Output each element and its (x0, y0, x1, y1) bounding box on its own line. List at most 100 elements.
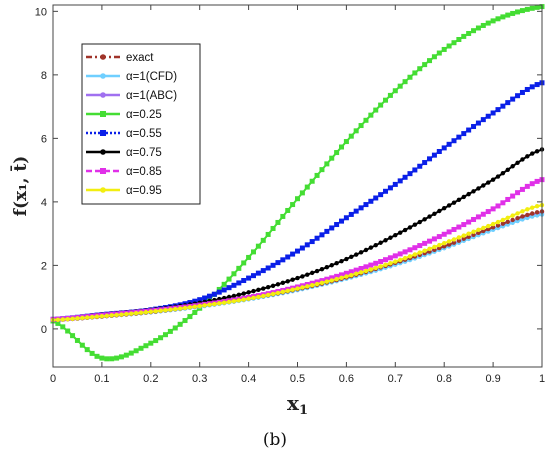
data-point (216, 286, 222, 292)
data-point (368, 198, 374, 204)
legend-label: exact (126, 52, 154, 64)
data-point (510, 217, 515, 223)
data-point (422, 160, 428, 166)
data-point (339, 218, 345, 224)
data-point (519, 186, 525, 192)
data-point (241, 278, 247, 284)
data-point (207, 302, 212, 307)
data-point (221, 281, 227, 287)
legend: exact α=1(CFD) α=1(ABC) α=0.25 α=0.55 α=0.75 α… (81, 43, 201, 205)
data-point (480, 117, 486, 123)
data-point (85, 315, 90, 320)
legend-marker (100, 187, 106, 193)
data-point (349, 272, 354, 278)
data-point (348, 211, 354, 217)
data-point (500, 217, 506, 223)
data-point (348, 133, 354, 139)
data-point (475, 214, 481, 220)
data-point (475, 120, 481, 126)
data-point (314, 268, 320, 274)
data-point (446, 229, 452, 235)
data-point (466, 231, 471, 236)
data-point (446, 203, 452, 208)
data-point (373, 265, 378, 271)
data-point (231, 293, 237, 299)
x-axis-label-main: x (287, 391, 300, 415)
data-point (202, 295, 208, 301)
data-point (363, 117, 369, 123)
data-point (417, 250, 422, 255)
x-tick-label: 0.6 (339, 373, 354, 385)
data-point (436, 50, 442, 56)
data-point (417, 219, 422, 225)
data-point (397, 257, 403, 263)
data-point (471, 124, 477, 130)
data-point (402, 249, 408, 255)
data-point (295, 286, 300, 291)
data-point (343, 215, 349, 221)
data-point (358, 265, 364, 271)
data-point (520, 214, 525, 219)
data-point (256, 287, 261, 293)
data-point (471, 28, 477, 34)
data-point (500, 200, 506, 206)
data-point (525, 215, 530, 221)
data-point (461, 131, 467, 137)
data-point (481, 183, 486, 188)
data-point (534, 178, 540, 184)
data-point (177, 306, 183, 311)
data-point (422, 248, 427, 253)
data-point (530, 205, 535, 210)
y-tick-label: 6 (41, 133, 47, 145)
data-point (530, 211, 535, 216)
data-point (187, 305, 193, 310)
data-point (349, 254, 354, 260)
data-point (246, 275, 252, 281)
data-point (431, 236, 437, 242)
legend-marker (100, 73, 106, 79)
data-point (431, 152, 437, 158)
data-point (74, 337, 80, 343)
data-point (515, 9, 521, 15)
data-point (393, 259, 398, 264)
legend-label: α=1(CFD) (126, 71, 177, 83)
data-point (402, 255, 408, 261)
data-point (417, 163, 423, 169)
data-point (378, 264, 383, 269)
data-point (324, 161, 330, 167)
data-point (129, 311, 134, 316)
data-point (373, 243, 378, 248)
legend-label: α=0.95 (126, 185, 162, 197)
data-point (295, 248, 300, 254)
data-point (412, 70, 418, 76)
data-point (422, 217, 427, 222)
data-point (299, 190, 305, 196)
data-point (485, 20, 491, 26)
data-point (383, 257, 389, 263)
x-axis-label-subscript: 1 (299, 403, 308, 418)
data-point (226, 276, 232, 282)
y-tick-label: 8 (41, 70, 47, 82)
data-point (123, 352, 129, 358)
data-point (510, 164, 515, 169)
data-point (344, 274, 349, 279)
y-tick-label: 4 (41, 197, 47, 209)
data-point (471, 216, 477, 222)
data-point (168, 307, 173, 312)
data-point (387, 255, 393, 261)
data-point (260, 268, 266, 274)
data-point (143, 343, 149, 349)
data-point (529, 5, 535, 11)
legend-label: α=0.85 (126, 166, 162, 178)
data-point (319, 232, 325, 238)
data-point (280, 280, 286, 286)
data-point (206, 293, 212, 299)
data-point (510, 10, 516, 16)
series-layer (50, 4, 545, 362)
x-tick-label: 0.8 (437, 373, 452, 385)
data-point (192, 304, 198, 309)
data-point (290, 202, 296, 208)
data-point (334, 261, 339, 266)
data-point (270, 291, 276, 297)
data-point (329, 155, 335, 161)
